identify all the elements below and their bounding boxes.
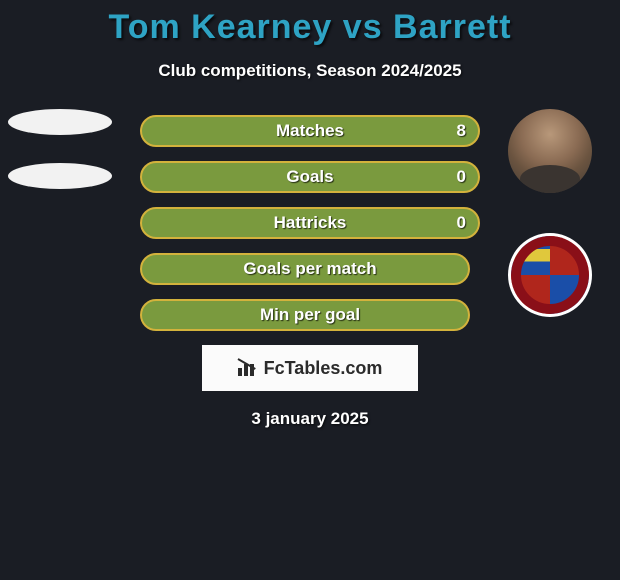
bar-chart-icon [238, 360, 258, 376]
subtitle: Club competitions, Season 2024/2025 [0, 61, 620, 81]
left-player-column [8, 109, 112, 217]
stat-row: Min per goal [140, 299, 480, 331]
player-photo-placeholder [8, 109, 112, 135]
stat-row: Hattricks 0 [140, 207, 480, 239]
date-text: 3 january 2025 [0, 409, 620, 429]
stat-label: Goals [140, 161, 480, 193]
club-crest [508, 233, 592, 317]
fctables-logo: FcTables.com [202, 345, 418, 391]
right-player-column [500, 109, 600, 317]
stat-value-right: 0 [457, 207, 466, 239]
stat-value-right: 0 [457, 161, 466, 193]
stat-value-right: 8 [457, 115, 466, 147]
logo-text: FcTables.com [264, 358, 383, 379]
stat-label: Goals per match [140, 253, 480, 285]
stat-row: Goals 0 [140, 161, 480, 193]
stat-row: Matches 8 [140, 115, 480, 147]
stat-label: Min per goal [140, 299, 480, 331]
stat-row: Goals per match [140, 253, 480, 285]
club-crest-placeholder [8, 163, 112, 189]
page-title: Tom Kearney vs Barrett [0, 8, 620, 47]
player-photo [508, 109, 592, 193]
stat-label: Matches [140, 115, 480, 147]
main-area: Matches 8 Goals 0 Hattricks 0 Goals per … [0, 115, 620, 429]
stat-label: Hattricks [140, 207, 480, 239]
stats-bars: Matches 8 Goals 0 Hattricks 0 Goals per … [140, 115, 480, 331]
comparison-card: Tom Kearney vs Barrett Club competitions… [0, 0, 620, 429]
